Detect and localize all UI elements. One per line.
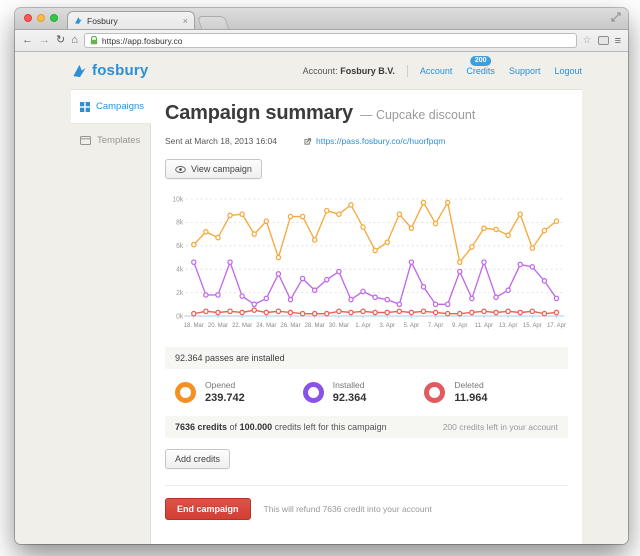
svg-text:4k: 4k <box>176 266 184 273</box>
fosbury-logo-icon <box>73 64 86 78</box>
traffic-lights <box>24 14 58 22</box>
browser-tab[interactable]: Fosbury × <box>67 11 195 29</box>
svg-text:22. Mar: 22. Mar <box>232 323 252 329</box>
site-header: fosbury Account: Fosbury B.V. Account 20… <box>15 52 628 89</box>
credits-bar: 7636 credits of 100.000 credits left for… <box>165 416 568 438</box>
svg-text:7. Apr: 7. Apr <box>428 323 444 329</box>
forward-button[interactable]: → <box>39 34 50 46</box>
svg-text:28. Mar: 28. Mar <box>305 323 325 329</box>
browser-titlebar: Fosbury × <box>15 8 628 30</box>
svg-text:6k: 6k <box>176 243 184 250</box>
stat-installed: Installed 92.364 <box>302 380 367 404</box>
svg-text:17. Apr: 17. Apr <box>547 323 566 329</box>
app-body: Campaigns Templates Campaign summary — C… <box>71 89 582 544</box>
add-credits-button[interactable]: Add credits <box>165 449 231 469</box>
campaign-meta: Sent at March 18, 2013 16:04 https://pas… <box>165 136 568 146</box>
main-content: Campaign summary — Cupcake discount Sent… <box>151 90 582 544</box>
stat-deleted: Deleted 11.964 <box>424 380 487 404</box>
address-bar[interactable]: https://app.fosbury.co <box>83 33 577 48</box>
sidebar: Campaigns Templates <box>71 90 151 544</box>
home-button[interactable]: ⌂ <box>71 34 78 46</box>
account-name: Fosbury B.V. <box>340 65 395 76</box>
installed-banner: 92.364 passes are installed <box>165 347 568 369</box>
reload-button[interactable]: ↻ <box>56 34 66 46</box>
sent-at-text: Sent at March 18, 2013 16:04 <box>165 136 277 146</box>
window-resize-icon[interactable] <box>611 12 621 22</box>
installed-donut-icon <box>302 381 324 403</box>
svg-text:10k: 10k <box>172 196 183 203</box>
svg-text:11. Apr: 11. Apr <box>475 323 493 329</box>
svg-text:15. Apr: 15. Apr <box>523 323 542 329</box>
campaign-link[interactable]: https://pass.fosbury.co/c/huorfpqm <box>303 136 445 146</box>
tab-close-icon[interactable]: × <box>182 15 188 26</box>
account-credits-text: 200 credits left in your account <box>442 422 558 432</box>
fosbury-logo[interactable]: fosbury <box>71 62 148 79</box>
header-divider <box>406 64 408 77</box>
zoom-window-button[interactable] <box>50 14 58 22</box>
opened-value: 239.742 <box>205 392 245 404</box>
end-campaign-button[interactable]: End campaign <box>165 498 251 520</box>
https-lock-icon <box>90 36 98 45</box>
nav-credits-link[interactable]: 200 Credits <box>466 55 495 76</box>
extension-icon[interactable] <box>597 36 609 45</box>
back-button[interactable]: ← <box>22 34 33 46</box>
account-info: Account: Fosbury B.V. <box>302 65 395 76</box>
end-campaign-row: End campaign This will refund 7636 credi… <box>165 485 568 520</box>
bookmark-star-icon[interactable]: ☆ <box>582 35 592 46</box>
svg-text:9. Apr: 9. Apr <box>452 323 468 329</box>
deleted-donut-icon <box>424 381 446 403</box>
templates-icon <box>80 136 91 145</box>
svg-text:5. Apr: 5. Apr <box>404 323 420 329</box>
minimize-window-button[interactable] <box>37 14 45 22</box>
campaigns-grid-icon <box>80 101 90 112</box>
svg-text:0k: 0k <box>176 313 184 320</box>
nav-support-link[interactable]: Support <box>508 65 541 76</box>
url-text: https://app.fosbury.co <box>101 35 183 46</box>
svg-text:18. Mar: 18. Mar <box>184 323 204 329</box>
installed-value: 92.364 <box>332 392 367 404</box>
close-window-button[interactable] <box>24 14 32 22</box>
svg-text:3. Apr: 3. Apr <box>379 323 395 329</box>
page: fosbury Account: Fosbury B.V. Account 20… <box>15 52 628 544</box>
sidebar-item-label: Templates <box>97 135 141 146</box>
deleted-value: 11.964 <box>454 392 488 404</box>
fosbury-favicon <box>75 17 82 24</box>
campaign-credits-text: 7636 credits of 100.000 credits left for… <box>175 422 387 432</box>
stat-opened: Opened 239.742 <box>175 380 245 404</box>
refund-note: This will refund 7636 credit into your a… <box>263 504 432 514</box>
view-campaign-button[interactable]: View campaign <box>165 159 262 179</box>
logo-text: fosbury <box>92 62 149 79</box>
svg-text:24. Mar: 24. Mar <box>256 323 276 329</box>
svg-text:2k: 2k <box>176 290 184 297</box>
header-nav: Account 200 Credits Support Logout <box>419 55 582 76</box>
stats-legend: Opened 239.742 Installed 92.364 Deleted 11.… <box>165 369 568 416</box>
credits-badge: 200 <box>469 55 492 66</box>
sidebar-item-campaigns[interactable]: Campaigns <box>71 90 151 124</box>
svg-text:1. Apr: 1. Apr <box>355 323 371 329</box>
campaign-name: — Cupcake discount <box>359 108 476 122</box>
eye-icon <box>175 165 186 173</box>
svg-text:20. Mar: 20. Mar <box>208 323 228 329</box>
svg-text:30. Mar: 30. Mar <box>329 323 349 329</box>
svg-text:13. Apr: 13. Apr <box>499 323 518 329</box>
sidebar-item-templates[interactable]: Templates <box>71 124 150 157</box>
tab-title: Fosbury <box>87 15 118 26</box>
opened-donut-icon <box>175 381 196 403</box>
browser-toolbar: ← → ↻ ⌂ https://app.fosbury.co ☆ ≡ <box>15 30 628 52</box>
header-right: Account: Fosbury B.V. Account 200 Credits… <box>302 55 582 77</box>
page-title: Campaign summary <box>165 102 353 124</box>
campaign-chart: 0k 2k 4k 6k 8k 10k 18. Mar 20. Mar 22. Mar 24. Ma… <box>165 189 568 341</box>
svg-text:8k: 8k <box>176 220 184 227</box>
browser-menu-icon[interactable]: ≡ <box>614 34 621 47</box>
page-title-row: Campaign summary — Cupcake discount <box>165 102 568 125</box>
svg-text:26. Mar: 26. Mar <box>280 323 300 329</box>
nav-logout-link[interactable]: Logout <box>554 65 582 76</box>
sidebar-item-label: Campaigns <box>96 101 145 112</box>
link-icon <box>304 137 312 145</box>
chart-svg: 0k 2k 4k 6k 8k 10k 18. Mar 20. Mar 22. Mar 24. Ma… <box>172 196 566 329</box>
new-tab-button[interactable] <box>196 16 230 29</box>
browser-window: Fosbury × ← → ↻ ⌂ https://app.fosbury.co… <box>15 8 628 544</box>
nav-account-link[interactable]: Account <box>419 65 453 76</box>
